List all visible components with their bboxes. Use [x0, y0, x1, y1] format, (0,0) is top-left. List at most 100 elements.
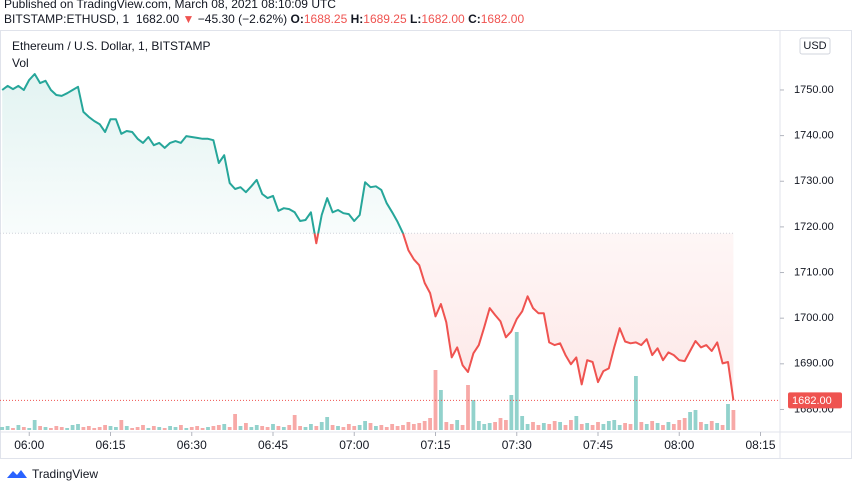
volume-bar	[271, 424, 275, 430]
volume-bar	[590, 425, 595, 430]
volume-bar	[49, 428, 53, 430]
last: 1682.00	[135, 12, 180, 26]
x-tick-label: 06:30	[177, 438, 207, 452]
x-tick-label: 07:00	[339, 438, 369, 452]
logo-icon	[7, 470, 27, 478]
currency-box	[799, 37, 831, 55]
volume-bar	[411, 424, 416, 430]
volume-bar	[390, 424, 395, 430]
volume-bar	[162, 428, 167, 430]
volume-bar	[130, 428, 135, 430]
low: 1682.00	[421, 12, 465, 26]
x-tick-label: 08:15	[745, 438, 775, 452]
volume-bar	[292, 415, 297, 430]
y-tick-label: 1700.00	[794, 312, 834, 324]
volume-bar	[487, 423, 492, 430]
volume-bar	[552, 421, 557, 430]
volume-bar	[715, 423, 720, 430]
change: −45.30 (−2.62%)	[197, 12, 288, 26]
symbol: BITSTAMP:ETHUSD, 1	[4, 12, 130, 26]
volume-bar	[476, 421, 481, 430]
volume-bar	[103, 425, 107, 430]
volume-bar	[352, 426, 357, 430]
volume-bar	[32, 420, 37, 430]
volume-bar	[709, 421, 714, 430]
x-tick-label: 06:00	[14, 438, 44, 452]
published-line: Published on TradingView.com, March 08, …	[4, 0, 336, 11]
volume-bar	[76, 424, 80, 430]
high: 1689.25	[363, 12, 407, 26]
chart-title: Ethereum / U.S. Dollar, 1, BITSTAMP	[12, 39, 211, 53]
volume-bar	[682, 418, 687, 430]
volume-bar	[498, 418, 503, 430]
volume-bar	[731, 410, 736, 430]
volume-bar	[617, 425, 622, 430]
volume-bar	[720, 425, 725, 430]
quote-line: BITSTAMP:ETHUSD, 1 1682.00 ▼ −45.30 (−2.…	[4, 12, 524, 26]
volume-bar	[655, 423, 660, 430]
volume-bar	[179, 425, 183, 430]
volume-bar	[108, 426, 113, 430]
volume-bar	[70, 425, 75, 430]
volume-bar	[666, 422, 671, 430]
volume-bar	[195, 426, 200, 430]
volume-bar	[265, 427, 270, 430]
volume-bar	[59, 427, 64, 430]
volume-bar	[466, 385, 470, 430]
volume-bar	[276, 426, 281, 430]
volume-bar	[309, 424, 313, 430]
volume-bar	[189, 427, 194, 430]
y-tick-label: 1720.00	[794, 221, 834, 233]
o-label: O:	[290, 12, 304, 26]
volume-bar	[363, 421, 367, 430]
volume-bar	[612, 420, 617, 430]
volume-bar	[16, 425, 21, 430]
volume-bar	[628, 424, 633, 430]
volume-bar	[184, 428, 189, 430]
h-label: H:	[350, 12, 364, 26]
volume-bar	[21, 427, 26, 430]
volume-bar	[644, 424, 649, 430]
volume-bar	[0, 427, 5, 430]
volume-bar	[43, 427, 48, 430]
volume-bar	[65, 428, 70, 430]
volume-bar	[541, 423, 546, 430]
volume-bar	[314, 426, 319, 430]
x-tick-label: 06:45	[258, 438, 288, 452]
volume-label: Vol	[12, 56, 29, 70]
volume-bar	[303, 427, 308, 430]
published: Published on TradingView.com, March 08, …	[4, 0, 336, 11]
volume-bar	[216, 425, 221, 430]
volume-bar	[114, 427, 118, 430]
volume-bar	[244, 423, 248, 430]
volume-bar	[141, 425, 145, 430]
volume-bar	[563, 425, 568, 430]
volume-bar	[254, 425, 259, 430]
volume-bar	[336, 426, 340, 430]
volume-bar	[325, 417, 330, 430]
y-tick-label: 1750.00	[794, 84, 834, 96]
volume-bar	[38, 426, 42, 430]
volume-bar	[585, 423, 590, 430]
volume-bar	[260, 426, 265, 430]
price-area	[2, 74, 734, 401]
volume-bar	[97, 427, 102, 430]
volume-bar	[601, 424, 606, 430]
volume-bar	[124, 426, 129, 430]
arrow: ▼	[182, 12, 195, 26]
volume-bar	[520, 416, 525, 430]
volume-bar	[536, 425, 541, 430]
volume-bar	[417, 423, 422, 430]
y-tick-label: 1690.00	[794, 358, 834, 370]
volume-bar	[482, 424, 487, 430]
volume-bar	[119, 420, 124, 430]
volume-bar	[455, 420, 460, 430]
y-tick-label: 1710.00	[794, 266, 834, 278]
volume-bar	[298, 426, 302, 430]
volume-bar	[531, 422, 535, 430]
volume-bar	[227, 427, 232, 430]
x-tick-label: 08:00	[664, 438, 694, 452]
chart: Ethereum / U.S. Dollar, 1, BITSTAMP Vol …	[0, 30, 852, 459]
volume-bar	[661, 425, 665, 430]
